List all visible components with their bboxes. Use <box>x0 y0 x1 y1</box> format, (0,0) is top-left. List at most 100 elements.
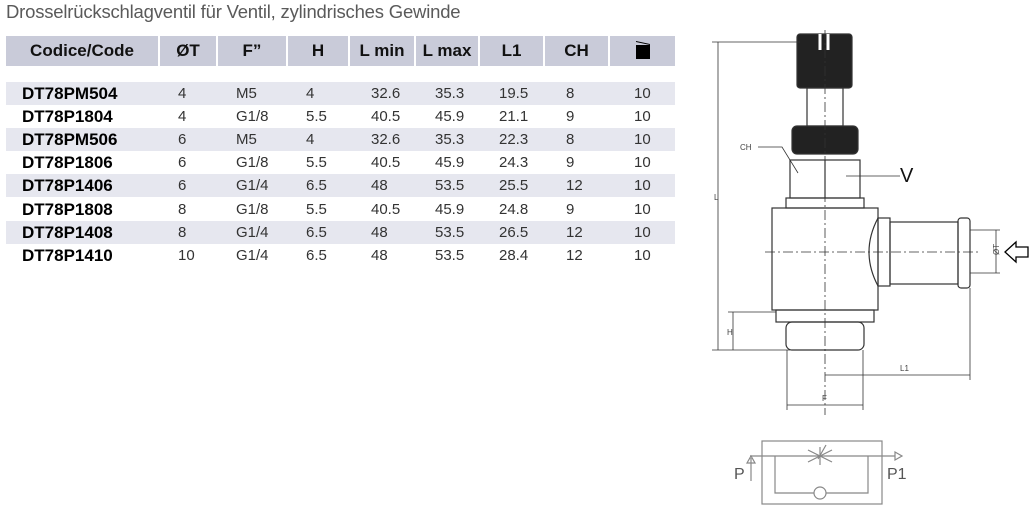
table-row: DT78P1808 8 G1/8 5.5 40.5 45.9 24.8 9 10 <box>6 198 675 221</box>
table-row: DT78P1408 8 G1/4 6.5 48 53.5 26.5 12 10 <box>6 220 675 244</box>
diameter: 8 <box>178 200 187 218</box>
thread: M5 <box>236 85 257 102</box>
package-qty: 10 <box>634 177 651 195</box>
l1-value: 25.5 <box>499 177 529 195</box>
pneumatic-symbol: P P1 <box>734 440 907 505</box>
lmax-value: 35.3 <box>435 131 465 149</box>
dim-label-h: H <box>727 328 733 337</box>
table-row: DT78P1410 10 G1/4 6.5 48 53.5 28.4 12 10 <box>6 244 675 267</box>
l1-value: 24.3 <box>499 154 529 172</box>
thread: G1/4 <box>236 246 269 264</box>
table-row: DT78P1804 4 G1/8 5.5 40.5 45.9 21.1 9 10 <box>6 105 675 128</box>
header-lmax: L max <box>416 36 480 66</box>
header-h: H <box>288 36 350 66</box>
l1-value: 24.8 <box>499 200 529 218</box>
product-code: DT78PM506 <box>22 130 118 150</box>
thread: G1/8 <box>236 200 269 218</box>
table-row: DT78P1406 6 G1/4 6.5 48 53.5 25.5 12 10 <box>6 174 675 198</box>
thread: G1/8 <box>236 154 269 172</box>
table-header: Codice/Code ØT F” H L min L max L1 CH <box>6 36 675 66</box>
diameter: 6 <box>178 154 187 172</box>
thread: G1/8 <box>236 108 269 126</box>
package-qty: 10 <box>634 154 651 172</box>
lmin-value: 32.6 <box>371 85 401 102</box>
dim-label-f: F <box>822 394 827 403</box>
header-ch: CH <box>545 36 610 66</box>
dim-label-ch: CH <box>740 143 752 152</box>
product-code: DT78P1808 <box>22 199 113 219</box>
dim-label-v: V <box>900 165 914 187</box>
lmax-value: 35.3 <box>435 85 465 102</box>
lmax-value: 53.5 <box>435 246 465 264</box>
product-code: DT78P1804 <box>22 107 113 127</box>
valve-drawing: L CH V ØT H L1 F <box>712 30 1029 415</box>
h-value: 4 <box>306 85 315 102</box>
product-subtitle: Drosselrückschlagventil für Ventil, zyli… <box>6 1 461 22</box>
ch-value: 9 <box>566 108 575 126</box>
lmin-value: 40.5 <box>371 108 401 126</box>
l1-value: 22.3 <box>499 131 529 149</box>
ch-value: 12 <box>566 246 583 264</box>
header-lmin: L min <box>350 36 416 66</box>
thread: G1/4 <box>236 177 269 195</box>
header-diameter: ØT <box>160 36 218 66</box>
dim-label-l: L <box>714 193 719 202</box>
package-qty: 10 <box>634 246 651 264</box>
header-code: Codice/Code <box>6 36 160 66</box>
dim-label-t: ØT <box>992 244 1001 255</box>
port-label-p: P <box>734 466 745 483</box>
table-row: DT78P1806 6 G1/8 5.5 40.5 45.9 24.3 9 10 <box>6 151 675 174</box>
ch-value: 12 <box>566 223 583 241</box>
l1-value: 21.1 <box>499 108 529 126</box>
h-value: 5.5 <box>306 154 327 172</box>
box-icon <box>635 44 650 59</box>
table-row: DT78PM506 6 M5 4 32.6 35.3 22.3 8 10 <box>6 128 675 152</box>
l1-value: 19.5 <box>499 85 529 102</box>
port-label-p1: P1 <box>887 466 907 483</box>
h-value: 5.5 <box>306 108 327 126</box>
diameter: 6 <box>178 131 187 149</box>
h-value: 5.5 <box>306 200 327 218</box>
thread: M5 <box>236 131 257 149</box>
diameter: 4 <box>178 85 187 102</box>
lmax-value: 53.5 <box>435 177 465 195</box>
product-code: DT78P1406 <box>22 176 113 196</box>
header-l1: L1 <box>480 36 545 66</box>
lmin-value: 32.6 <box>371 131 401 149</box>
h-value: 6.5 <box>306 223 327 241</box>
dim-label-l1: L1 <box>900 364 909 373</box>
lmin-value: 40.5 <box>371 154 401 172</box>
product-code: DT78P1408 <box>22 222 113 242</box>
diameter: 8 <box>178 223 187 241</box>
package-qty: 10 <box>634 223 651 241</box>
product-code: DT78P1806 <box>22 153 113 173</box>
package-qty: 10 <box>634 131 651 149</box>
header-package <box>610 36 675 66</box>
lmin-value: 48 <box>371 246 388 264</box>
diameter: 6 <box>178 177 187 195</box>
l1-value: 28.4 <box>499 246 529 264</box>
header-thread: F” <box>218 36 288 66</box>
lmax-value: 45.9 <box>435 154 465 172</box>
lmin-value: 48 <box>371 223 388 241</box>
lmax-value: 45.9 <box>435 108 465 126</box>
lmin-value: 40.5 <box>371 200 401 218</box>
lmin-value: 48 <box>371 177 388 195</box>
lmax-value: 45.9 <box>435 200 465 218</box>
h-value: 4 <box>306 131 315 149</box>
ch-value: 12 <box>566 177 583 195</box>
ch-value: 9 <box>566 154 575 172</box>
h-value: 6.5 <box>306 177 327 195</box>
package-qty: 10 <box>634 200 651 218</box>
flow-arrow-icon <box>1004 240 1029 264</box>
lmax-value: 53.5 <box>435 223 465 241</box>
h-value: 6.5 <box>306 246 327 264</box>
package-qty: 10 <box>634 108 651 126</box>
package-qty: 10 <box>634 85 651 102</box>
ch-value: 8 <box>566 85 575 102</box>
ch-value: 8 <box>566 131 575 149</box>
ch-value: 9 <box>566 200 575 218</box>
diameter: 4 <box>178 108 187 126</box>
product-code: DT78PM504 <box>22 84 118 103</box>
table-row: DT78PM504 4 M5 4 32.6 35.3 19.5 8 10 <box>6 82 675 105</box>
